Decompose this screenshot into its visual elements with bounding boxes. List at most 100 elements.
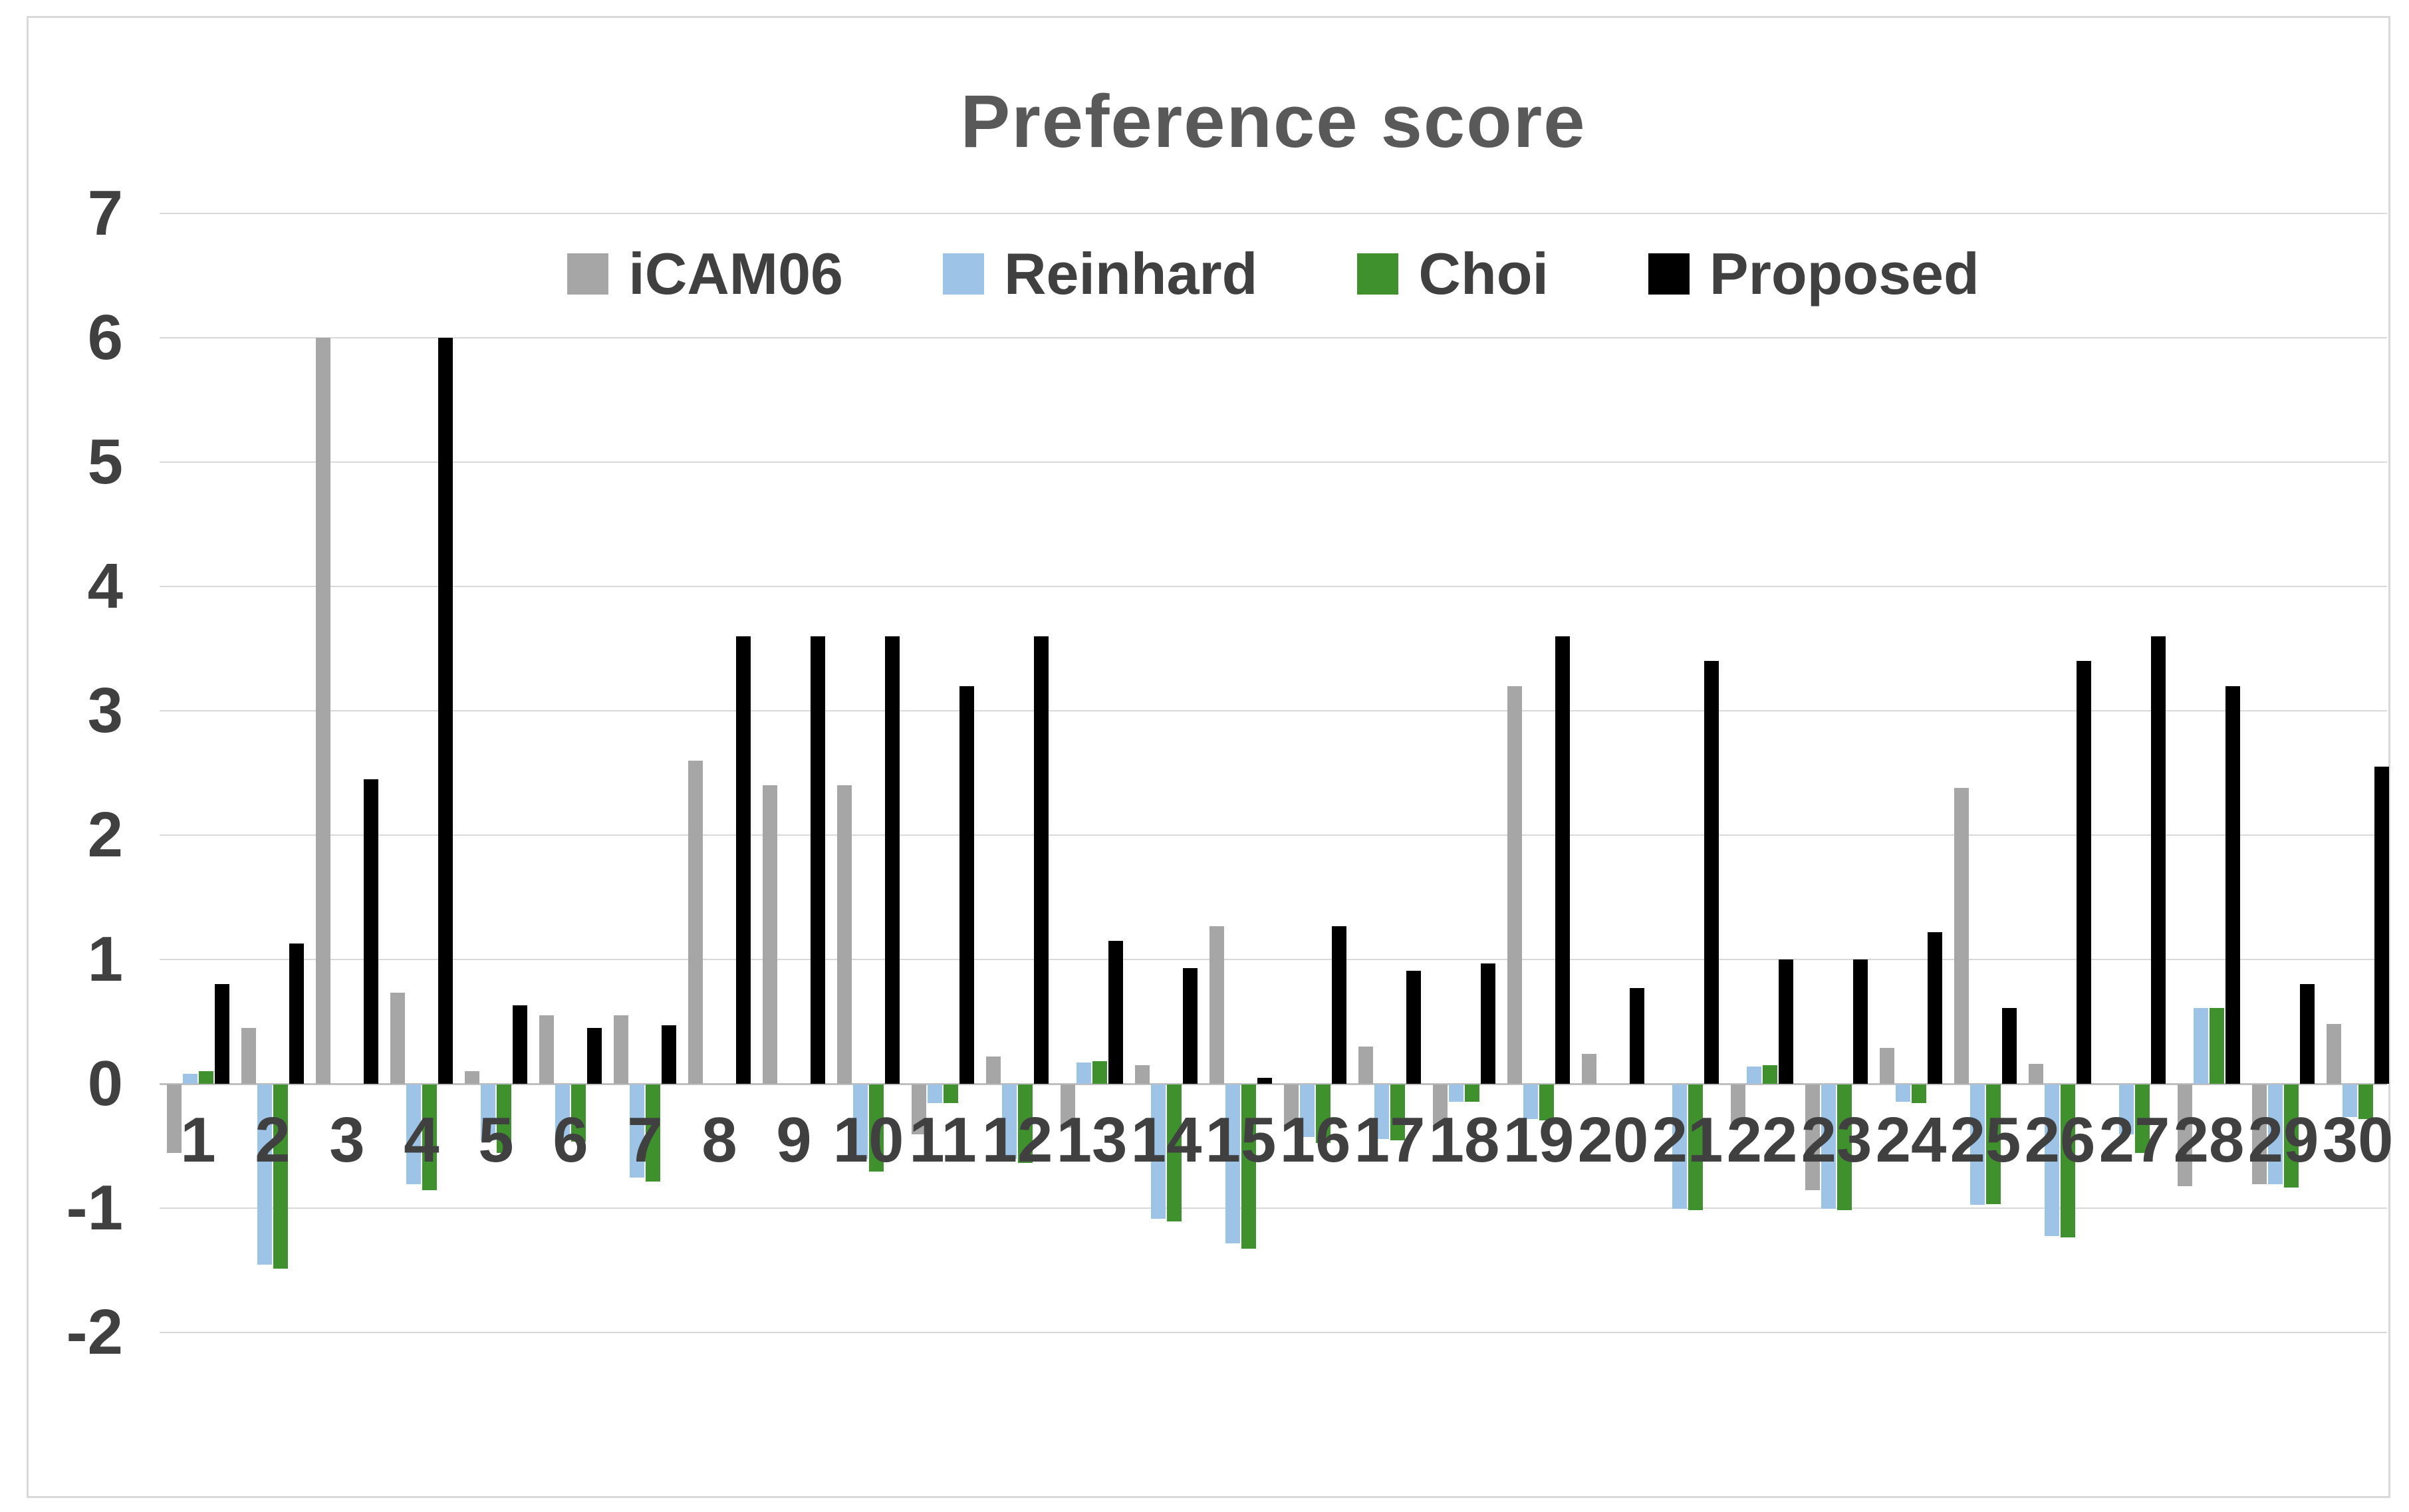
bar-proposed-cat30	[2374, 767, 2389, 1084]
bar-icam06-cat4	[390, 993, 405, 1084]
legend-label-icam06: iCAM06	[628, 241, 843, 307]
bar-icam06-cat6	[539, 1015, 554, 1084]
bar-reinhard-cat14	[1151, 1084, 1166, 1219]
bar-choi-cat13	[1092, 1061, 1107, 1084]
legend-label-reinhard: Reinhard	[1004, 241, 1258, 307]
x-tick-label-16: 16	[1279, 1104, 1351, 1176]
bar-proposed-cat19	[1555, 636, 1570, 1084]
bar-proposed-cat20	[1630, 988, 1644, 1084]
chart-border	[27, 16, 2390, 1498]
bar-proposed-cat12	[1034, 636, 1049, 1084]
legend-item-icam06: iCAM06	[567, 245, 843, 303]
x-tick-label-25: 25	[1950, 1104, 2021, 1176]
bar-icam06-cat12	[986, 1057, 1001, 1084]
legend-marker-icam06-icon	[567, 253, 609, 295]
x-tick-label-12: 12	[981, 1104, 1053, 1176]
bar-choi-cat30	[2358, 1084, 2373, 1119]
bar-icam06-cat3	[316, 338, 330, 1084]
bar-reinhard-cat21	[1672, 1084, 1687, 1209]
bar-choi-cat29	[2284, 1084, 2299, 1188]
bar-proposed-cat1	[215, 984, 229, 1084]
bar-reinhard-cat28	[2194, 1008, 2208, 1084]
bar-choi-cat2	[273, 1084, 288, 1269]
bar-icam06-cat8	[688, 761, 703, 1084]
x-tick-label-11: 11	[909, 1104, 977, 1176]
legend: iCAM06 Reinhard Choi Proposed	[160, 245, 2387, 303]
bar-icam06-cat16	[1284, 1084, 1299, 1126]
bar-icam06-cat30	[2327, 1024, 2341, 1084]
gridline-6	[160, 337, 2387, 338]
x-tick-label-28: 28	[2173, 1104, 2245, 1176]
x-tick-label-13: 13	[1056, 1104, 1128, 1176]
x-tick-label-8: 8	[701, 1104, 737, 1176]
gridline-7	[160, 213, 2387, 214]
bar-icam06-cat28	[2178, 1084, 2192, 1186]
bar-choi-cat26	[2061, 1084, 2075, 1237]
bar-reinhard-cat2	[257, 1084, 272, 1265]
gridline-5	[160, 461, 2387, 463]
bar-proposed-cat2	[289, 944, 304, 1084]
bar-icam06-cat25	[1954, 788, 1969, 1084]
bar-icam06-cat13	[1061, 1084, 1075, 1128]
bar-proposed-cat14	[1183, 968, 1198, 1084]
bar-proposed-cat29	[2300, 984, 2315, 1084]
bar-icam06-cat29	[2252, 1084, 2267, 1184]
bar-icam06-cat23	[1805, 1084, 1820, 1190]
bar-reinhard-cat10	[853, 1084, 868, 1159]
bar-reinhard-cat13	[1077, 1063, 1091, 1084]
x-axis-line	[160, 1083, 2387, 1085]
x-tick-label-17: 17	[1354, 1104, 1426, 1176]
legend-label-choi: Choi	[1418, 241, 1549, 307]
bar-reinhard-cat5	[481, 1084, 495, 1140]
bar-proposed-cat13	[1108, 941, 1123, 1084]
bar-proposed-cat9	[811, 636, 825, 1084]
bar-reinhard-cat15	[1225, 1084, 1240, 1243]
bar-proposed-cat26	[2077, 661, 2091, 1084]
bar-reinhard-cat29	[2268, 1084, 2283, 1184]
x-tick-label-14: 14	[1130, 1104, 1202, 1176]
x-tick-label-18: 18	[1428, 1104, 1500, 1176]
gridline-4	[160, 586, 2387, 587]
bar-proposed-cat22	[1779, 959, 1793, 1084]
bar-choi-cat27	[2135, 1084, 2150, 1153]
bar-reinhard-cat19	[1523, 1084, 1538, 1119]
bar-choi-cat24	[1912, 1084, 1926, 1103]
bar-choi-cat11	[944, 1084, 958, 1103]
bar-choi-cat21	[1688, 1084, 1703, 1210]
bar-choi-cat15	[1241, 1084, 1256, 1249]
bar-proposed-cat16	[1332, 926, 1346, 1084]
x-tick-label-23: 23	[1801, 1104, 1872, 1176]
bar-icam06-cat17	[1358, 1047, 1373, 1084]
x-tick-label-26: 26	[2024, 1104, 2096, 1176]
bar-choi-cat22	[1763, 1065, 1777, 1084]
x-tick-label-24: 24	[1875, 1104, 1947, 1176]
bar-proposed-cat24	[1928, 932, 1942, 1084]
bar-icam06-cat24	[1880, 1048, 1894, 1084]
bar-choi-cat4	[422, 1084, 437, 1190]
bar-choi-cat1	[199, 1071, 213, 1084]
bar-reinhard-cat1	[183, 1074, 197, 1084]
x-tick-label-20: 20	[1577, 1104, 1649, 1176]
x-tick-label-29: 29	[2247, 1104, 2319, 1176]
bar-choi-cat25	[1986, 1084, 2001, 1204]
bar-icam06-cat19	[1507, 686, 1522, 1084]
bar-reinhard-cat27	[2119, 1084, 2134, 1134]
bar-proposed-cat23	[1853, 959, 1868, 1084]
bar-proposed-cat3	[364, 779, 378, 1084]
bar-proposed-cat11	[959, 686, 974, 1084]
bar-reinhard-cat16	[1300, 1084, 1315, 1137]
bar-proposed-cat8	[736, 636, 751, 1084]
legend-label-proposed: Proposed	[1709, 241, 1979, 307]
bar-choi-cat5	[497, 1084, 511, 1153]
bar-choi-cat7	[646, 1084, 660, 1182]
bar-reinhard-cat12	[1002, 1084, 1017, 1159]
legend-item-reinhard: Reinhard	[943, 245, 1257, 303]
bar-choi-cat23	[1837, 1084, 1852, 1210]
bar-choi-cat19	[1539, 1084, 1554, 1120]
bar-proposed-cat25	[2002, 1008, 2017, 1084]
x-tick-label-9: 9	[776, 1104, 812, 1176]
bar-proposed-cat27	[2151, 636, 2166, 1084]
bar-choi-cat17	[1390, 1084, 1405, 1140]
bar-proposed-cat28	[2225, 686, 2240, 1084]
